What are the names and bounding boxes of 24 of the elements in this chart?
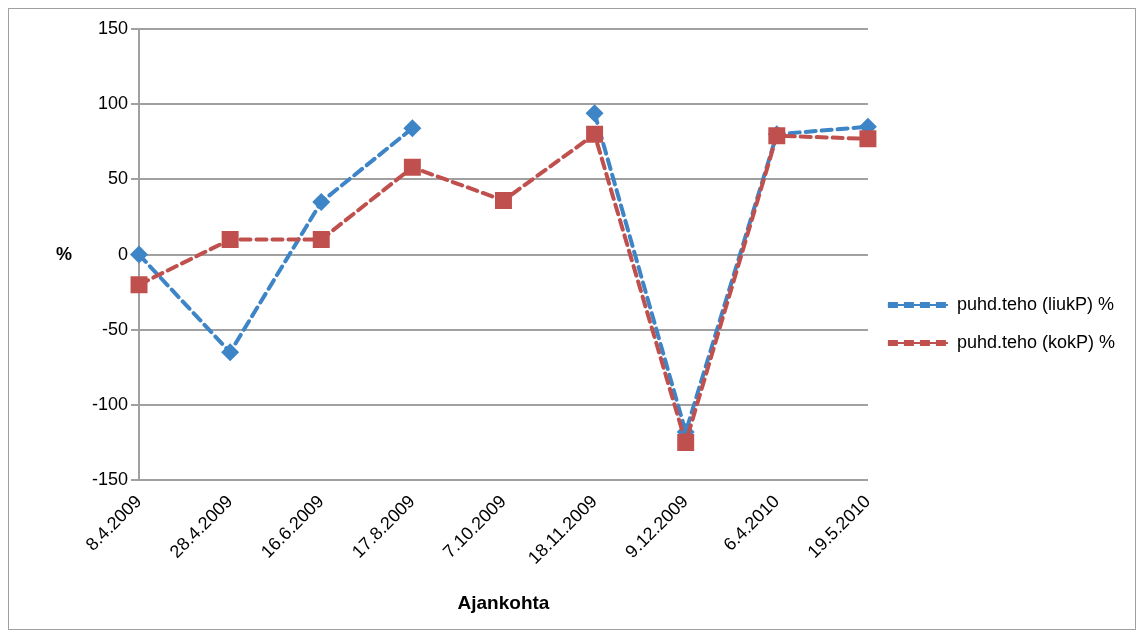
y-tick-label: -100	[92, 393, 129, 414]
legend-label: puhd.teho (liukP) %	[956, 293, 1114, 314]
x-axis-title: Ajankohta	[457, 591, 550, 613]
y-axis-title: %	[55, 243, 73, 264]
y-tick-label: 50	[108, 168, 129, 189]
point	[312, 192, 331, 211]
point	[221, 231, 239, 249]
y-tick-label: 150	[97, 17, 129, 38]
y-tick-label: -150	[92, 469, 129, 490]
y-tick-label: 0	[118, 243, 129, 264]
point	[221, 343, 240, 362]
point	[403, 119, 422, 138]
point	[585, 104, 604, 123]
point	[130, 276, 148, 294]
point	[677, 434, 695, 452]
legend-label: puhd.teho (kokP) %	[956, 331, 1115, 352]
point	[859, 130, 877, 148]
point	[130, 245, 149, 264]
point	[494, 191, 512, 209]
y-tick-label: 100	[97, 93, 129, 114]
point	[403, 158, 421, 176]
y-tick-label: -50	[102, 318, 129, 339]
point	[586, 125, 604, 143]
point	[312, 231, 330, 249]
